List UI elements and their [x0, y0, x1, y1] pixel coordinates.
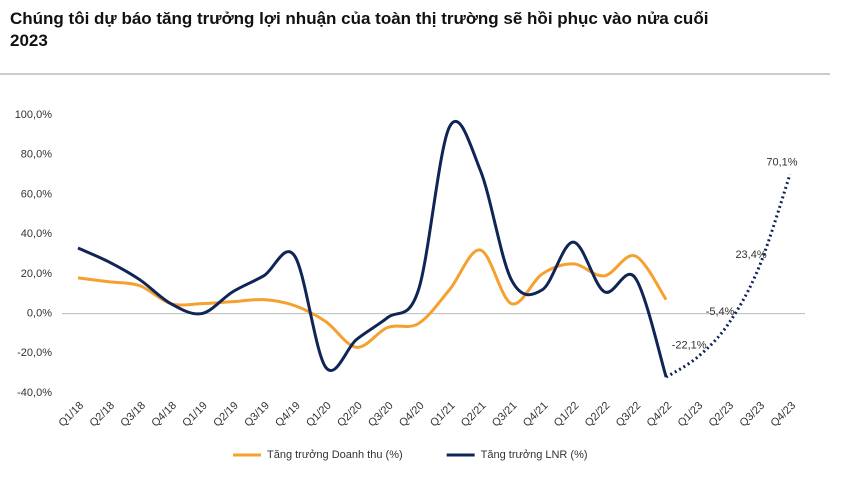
x-tick-label: Q3/23	[738, 400, 768, 430]
series-line	[665, 173, 792, 379]
x-tick-label: Q1/22	[552, 400, 582, 430]
x-tick-label: Q3/18	[118, 400, 148, 430]
x-tick-label: Q4/23	[768, 400, 798, 430]
x-tick-label: Q4/18	[149, 400, 179, 430]
x-tick-label: Q1/20	[304, 400, 334, 430]
data-label: 23,4%	[735, 249, 766, 261]
series-line	[77, 248, 668, 349]
y-tick-label: 0,0%	[27, 307, 52, 319]
series-line	[77, 119, 668, 378]
x-tick-label: Q3/19	[242, 400, 272, 430]
x-tick-label: Q1/23	[676, 400, 706, 430]
x-tick-label: Q2/18	[87, 400, 117, 430]
y-tick-label: -20,0%	[17, 347, 52, 359]
x-tick-label: Q4/19	[273, 400, 303, 430]
data-label: -5,4%	[706, 306, 735, 318]
y-tick-label: 100,0%	[15, 109, 53, 121]
data-label: 70,1%	[766, 156, 797, 168]
x-tick-label: Q3/21	[490, 400, 520, 430]
y-tick-label: 40,0%	[21, 228, 52, 240]
x-tick-label: Q2/21	[459, 400, 489, 430]
y-tick-label: -40,0%	[17, 387, 52, 399]
y-tick-label: 80,0%	[21, 149, 52, 161]
y-tick-label: 20,0%	[21, 268, 52, 280]
x-tick-label: Q2/22	[583, 400, 613, 430]
data-label: -22,1%	[672, 339, 707, 351]
x-tick-label: Q1/18	[56, 400, 86, 430]
x-tick-label: Q2/19	[211, 400, 241, 430]
chart-title: Chúng tôi dự báo tăng trưởng lợi nhuận c…	[10, 9, 708, 50]
x-tick-label: Q4/20	[397, 400, 427, 430]
x-tick-label: Q2/20	[335, 400, 365, 430]
x-tick-label: Q1/21	[428, 400, 458, 430]
legend-label: Tăng trưởng Doanh thu (%)	[267, 449, 403, 461]
x-tick-label: Q4/21	[521, 400, 551, 430]
x-tick-label: Q2/23	[707, 400, 737, 430]
legend-label: Tăng trưởng LNR (%)	[481, 449, 588, 461]
x-tick-label: Q3/22	[614, 400, 644, 430]
x-tick-label: Q4/22	[645, 400, 675, 430]
y-tick-label: 60,0%	[21, 188, 52, 200]
x-tick-label: Q1/19	[180, 400, 210, 430]
x-tick-label: Q3/20	[366, 400, 396, 430]
